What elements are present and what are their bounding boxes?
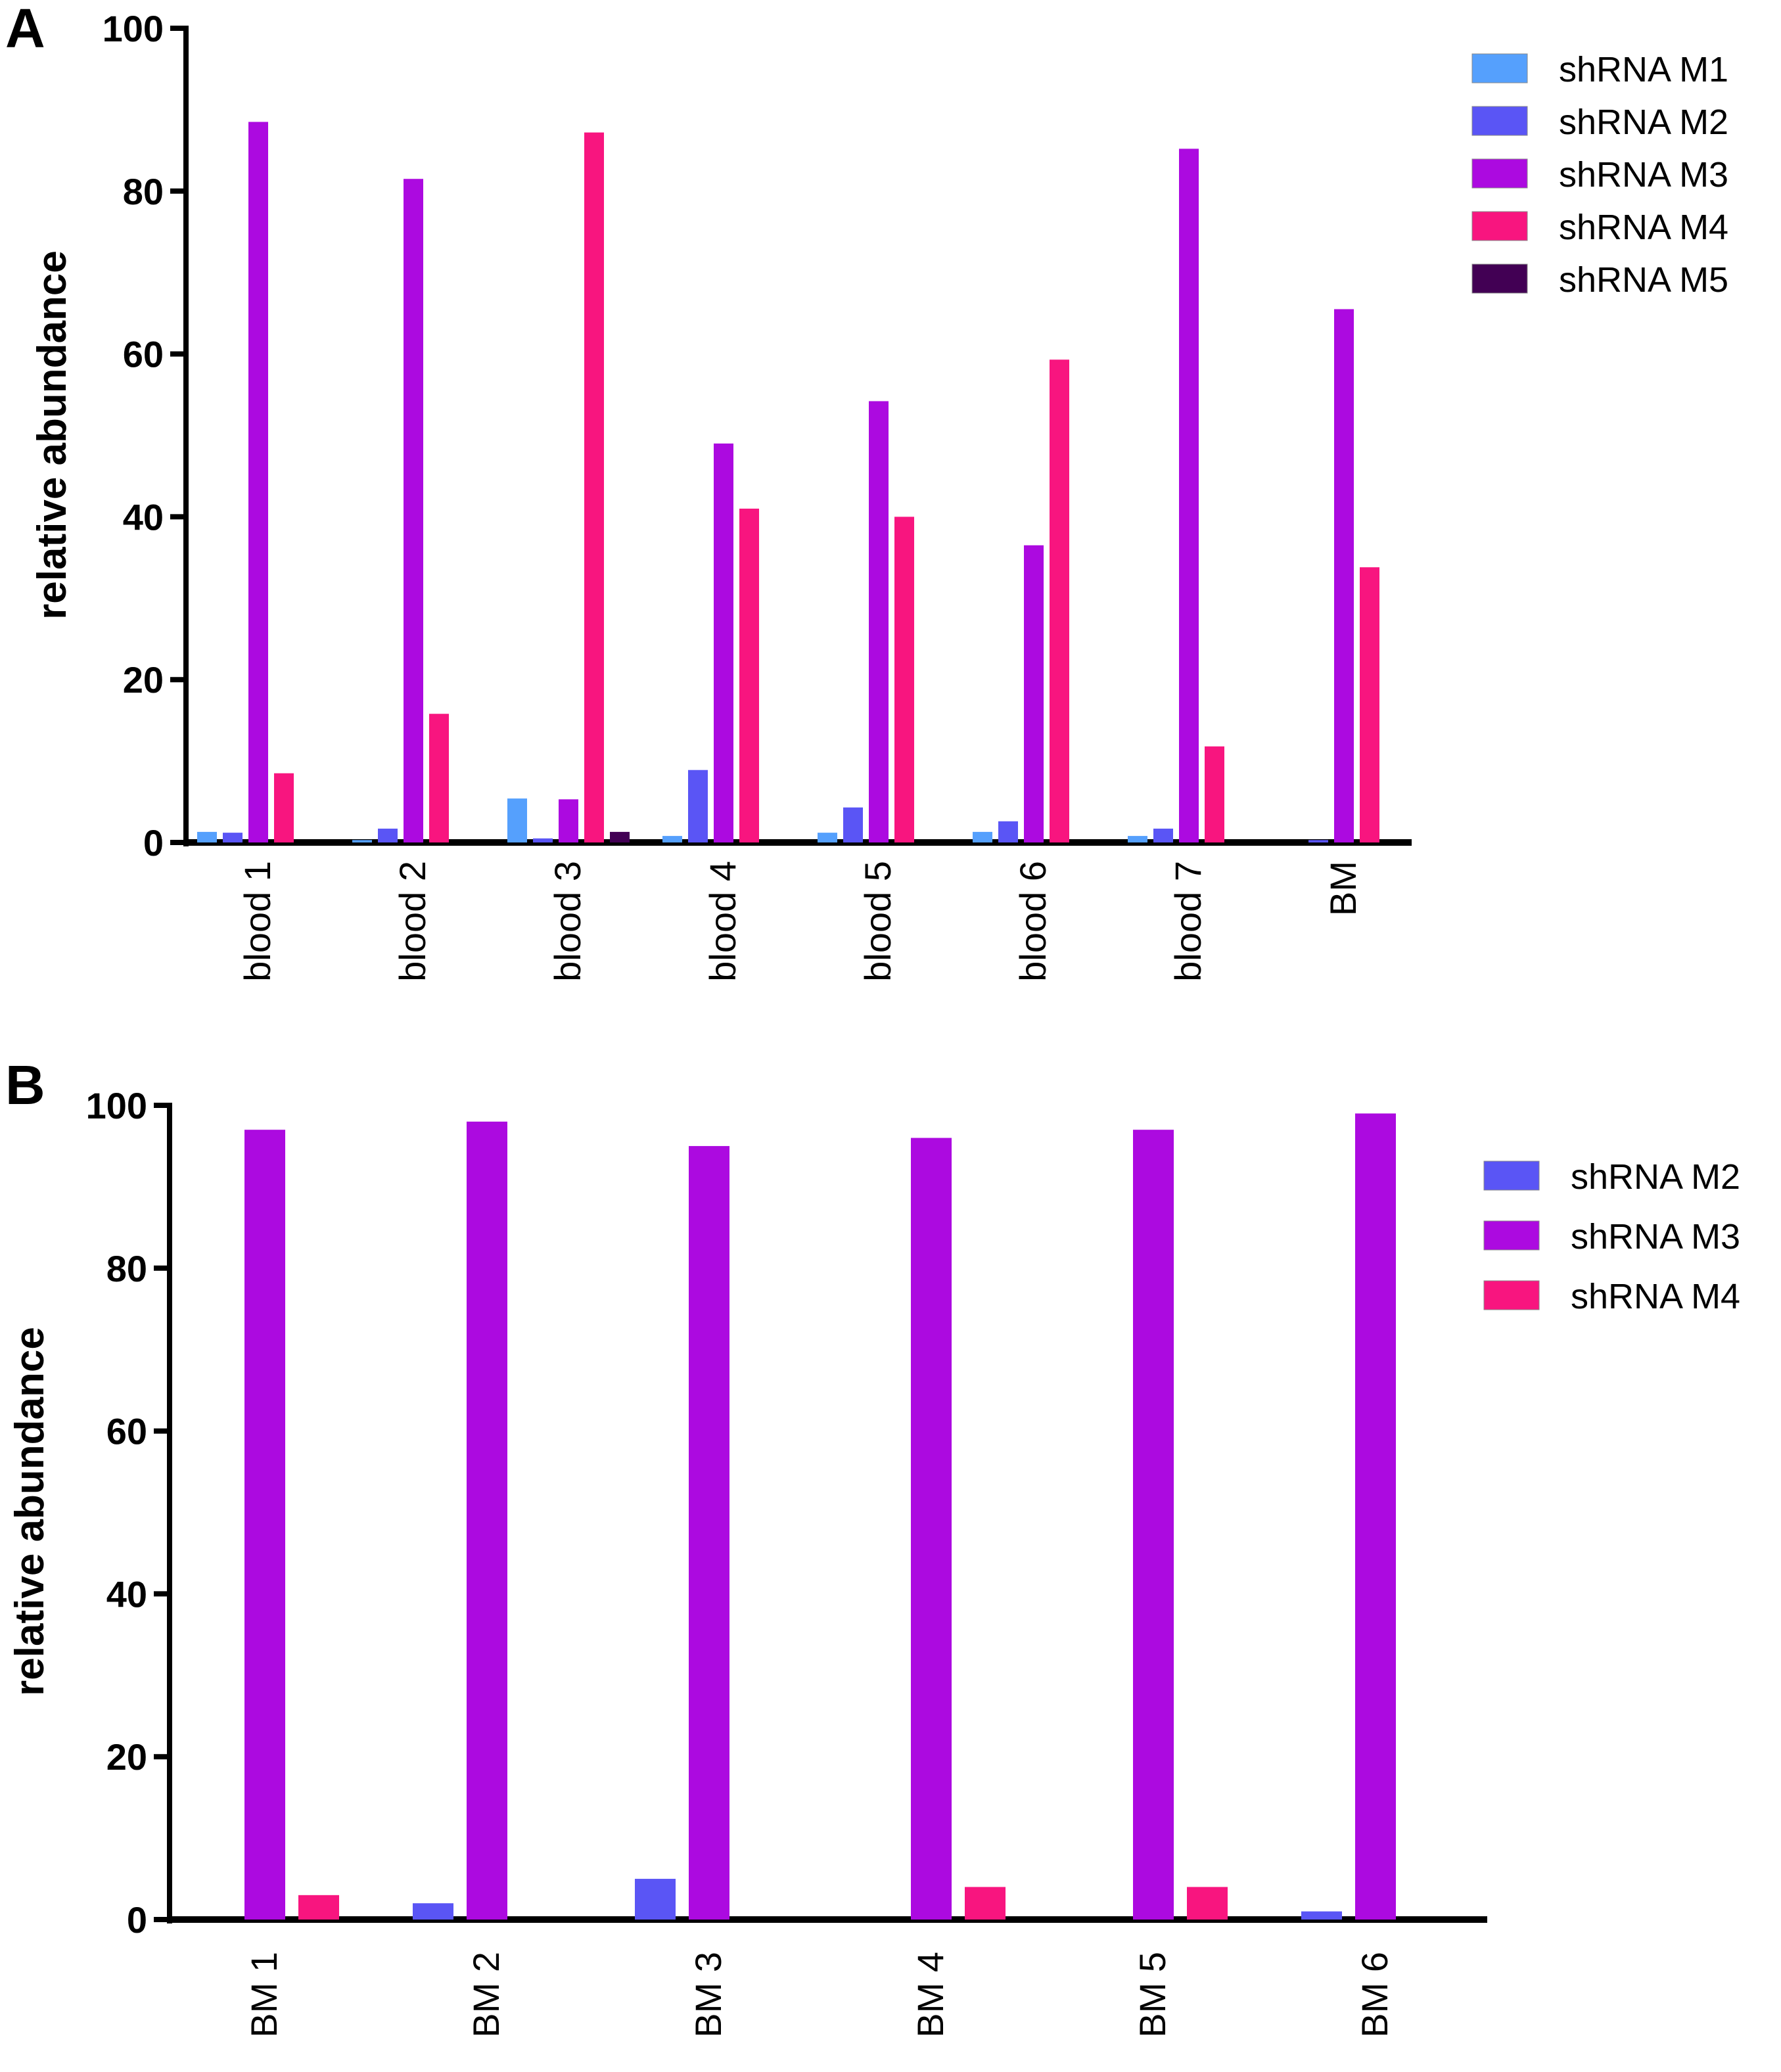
panel-letter: B — [5, 1054, 45, 1116]
bar-shrna-m4-blood-1 — [274, 773, 294, 842]
y-tick-label: 0 — [127, 1899, 147, 1941]
legend-swatch — [1483, 1220, 1540, 1251]
legend-swatch — [1471, 264, 1528, 294]
bar-shrna-m3-bm-5 — [1133, 1130, 1174, 1920]
legend-label: shRNA M4 — [1559, 208, 1728, 247]
bar-shrna-m2-bm-3 — [635, 1879, 676, 1920]
y-tick-label: 100 — [86, 1085, 147, 1126]
x-tick-label: BM 6 — [1354, 1952, 1395, 2038]
bar-shrna-m4-bm — [1360, 567, 1379, 842]
bar-shrna-m3-blood-2 — [404, 179, 423, 843]
bar-shrna-m4-blood-5 — [894, 517, 914, 842]
y-tick-label: 40 — [106, 1573, 147, 1615]
legend-label: shRNA M5 — [1559, 260, 1728, 300]
legend: shRNA M2 shRNA M3 shRNA M4 — [1483, 1157, 1740, 1316]
bar-shrna-m3-bm-4 — [911, 1138, 952, 1920]
x-tick-label: BM 2 — [465, 1952, 507, 2038]
bar-shrna-m2-blood-1 — [223, 833, 243, 842]
y-tick-label: 80 — [123, 171, 164, 212]
bar-shrna-m2-bm-2 — [413, 1903, 453, 1920]
x-tick-label: blood 5 — [857, 861, 898, 982]
bar-shrna-m3-blood-3 — [559, 799, 578, 842]
y-axis-label: relative abundance — [30, 250, 75, 620]
bar-shrna-m2-blood-5 — [843, 807, 863, 842]
bar-shrna-m3-bm-3 — [689, 1145, 729, 1920]
bar-shrna-m1-blood-7 — [1128, 836, 1147, 842]
y-tick-label: 40 — [123, 496, 164, 538]
y-tick-label: 0 — [143, 822, 164, 863]
x-tick-label: BM 4 — [910, 1952, 951, 2038]
x-tick-label: blood 7 — [1167, 861, 1209, 982]
bar-shrna-m4-blood-3 — [584, 132, 604, 842]
legend-swatch — [1483, 1280, 1540, 1310]
y-tick-label: 60 — [123, 334, 164, 375]
bar-shrna-m2-blood-7 — [1153, 828, 1173, 842]
legend-swatch — [1471, 106, 1528, 136]
legend-label: shRNA M3 — [1559, 155, 1728, 195]
bar-shrna-m4-blood-7 — [1205, 746, 1224, 842]
legend-label: shRNA M1 — [1559, 50, 1728, 89]
bar-shrna-m4-bm-1 — [298, 1895, 339, 1920]
bar-shrna-m3-blood-1 — [248, 122, 268, 843]
y-tick-label: 20 — [106, 1736, 147, 1778]
bar-shrna-m4-bm-5 — [1187, 1887, 1228, 1920]
x-tick-label: blood 2 — [392, 861, 433, 982]
bar-shrna-m3-bm-2 — [467, 1121, 507, 1920]
y-tick-label: 100 — [103, 8, 164, 49]
bar-shrna-m3-bm — [1334, 309, 1354, 843]
bar-shrna-m2-blood-4 — [688, 770, 708, 842]
bar-shrna-m2-blood-6 — [998, 821, 1018, 842]
bar-shrna-m2-blood-2 — [378, 828, 398, 842]
bar-shrna-m1-blood-3 — [507, 798, 527, 842]
legend-label: shRNA M3 — [1571, 1217, 1740, 1256]
legend-swatch — [1471, 158, 1528, 189]
legend-label: shRNA M2 — [1559, 103, 1728, 142]
legend-label: shRNA M4 — [1571, 1277, 1740, 1316]
legend-swatch — [1471, 53, 1528, 83]
bar-shrna-m1-blood-1 — [197, 831, 217, 842]
y-tick-label: 20 — [123, 659, 164, 701]
x-tick-label: blood 3 — [547, 861, 588, 982]
x-tick-label: blood 4 — [702, 861, 743, 982]
bar-shrna-m1-blood-6 — [973, 831, 992, 842]
x-tick-label: BM — [1322, 861, 1364, 916]
y-tick-label: 60 — [106, 1411, 147, 1452]
x-tick-label: blood 1 — [237, 861, 278, 982]
bar-shrna-m4-blood-2 — [429, 714, 449, 842]
bar-shrna-m2-blood-3 — [533, 838, 553, 842]
x-tick-label: BM 1 — [243, 1952, 285, 2038]
bar-shrna-m3-blood-5 — [869, 401, 889, 842]
bar-shrna-m2-bm — [1308, 840, 1328, 842]
bar-shrna-m4-blood-6 — [1050, 359, 1069, 842]
y-axis-label: relative abundance — [7, 1327, 53, 1696]
y-tick-label: 80 — [106, 1248, 147, 1289]
legend-swatch — [1471, 211, 1528, 241]
bar-shrna-m1-blood-5 — [818, 833, 837, 842]
bar-shrna-m3-blood-7 — [1179, 149, 1199, 843]
legend-swatch — [1483, 1161, 1540, 1191]
bar-shrna-m4-bm-4 — [965, 1887, 1006, 1920]
bar-shrna-m1-blood-2 — [352, 840, 372, 842]
bar-shrna-m3-blood-6 — [1024, 545, 1044, 842]
panel-letter: A — [5, 0, 45, 59]
legend-label: shRNA M2 — [1571, 1157, 1740, 1197]
legend: shRNA M1 shRNA M2 shRNA M3 shRNA M4 shRNA M5 — [1471, 50, 1728, 300]
bar-shrna-m5-blood-3 — [610, 831, 630, 842]
bar-shrna-m4-blood-4 — [739, 509, 759, 842]
bar-shrna-m3-bm-6 — [1355, 1113, 1396, 1920]
bar-shrna-m3-bm-1 — [244, 1130, 285, 1920]
bar-shrna-m1-blood-4 — [662, 836, 682, 842]
x-tick-label: BM 3 — [687, 1952, 729, 2038]
x-tick-label: BM 5 — [1132, 1952, 1173, 2038]
bar-shrna-m2-bm-6 — [1301, 1911, 1342, 1920]
x-tick-label: blood 6 — [1012, 861, 1053, 982]
bar-shrna-m3-blood-4 — [714, 443, 733, 842]
